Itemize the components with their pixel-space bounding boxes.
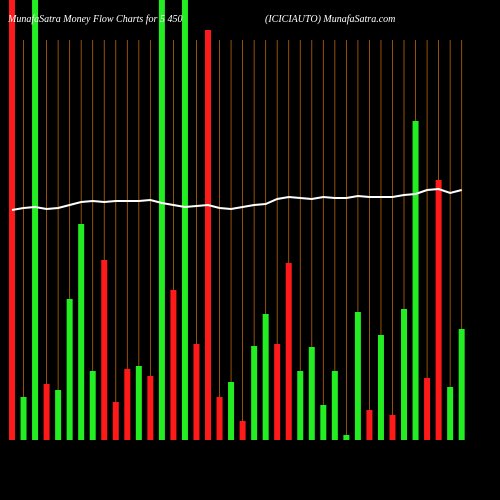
bar [354,312,361,440]
bar [216,397,223,440]
bar [170,290,177,440]
bar [228,382,235,440]
bar [331,371,338,440]
bar [158,0,165,440]
bar [320,405,327,440]
bar [124,369,131,440]
bar [20,397,27,440]
bar [343,435,350,440]
bar [101,260,108,440]
bar [9,0,15,440]
bar [435,180,442,440]
bar [193,344,200,440]
chart-subtitle: (ICICIAUTO) MunafaSatra.com [265,14,395,25]
bar [205,30,212,440]
bar [366,410,373,440]
bar [297,371,304,440]
bar [66,299,73,440]
bar [239,421,246,440]
bar [43,384,50,440]
bar [32,0,39,440]
chart-title: MunafaSatra Money Flow Charts for 5 450 [7,14,182,25]
bar [147,376,154,440]
bar [377,335,384,440]
bar [447,387,454,440]
bar [412,121,419,440]
bar [274,344,281,440]
bar [401,309,408,440]
bars [9,0,465,440]
bar [78,224,85,440]
bar [181,0,188,440]
bar [251,346,258,440]
bar [89,371,96,440]
bar [458,329,465,440]
lines [11,187,462,211]
bar [424,378,431,440]
bar [135,366,142,440]
bar [285,263,292,440]
money-flow-line [11,187,462,211]
bar [262,314,269,440]
bar [308,347,315,440]
bar [389,415,396,440]
bar [55,390,62,440]
bar [112,402,119,440]
